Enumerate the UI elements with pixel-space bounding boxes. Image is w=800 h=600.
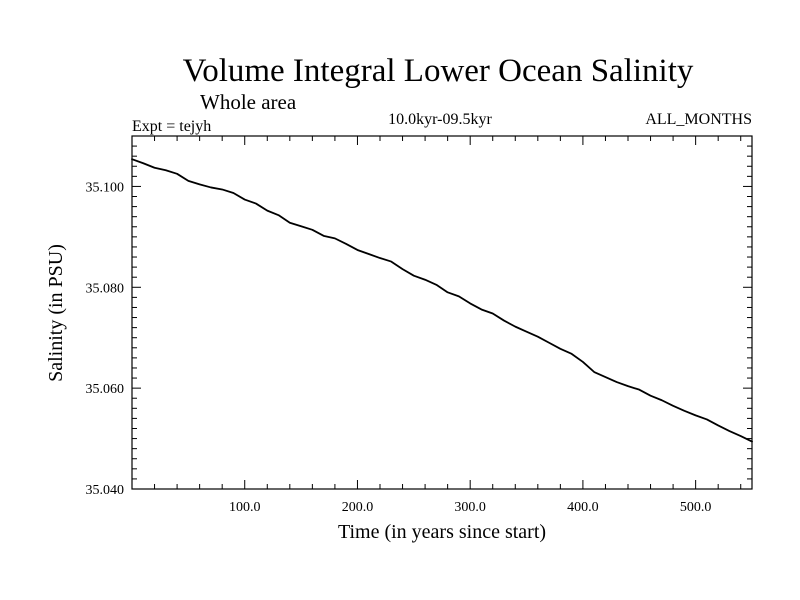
x-tick-label: 100.0 (229, 500, 261, 515)
y-tick-label: 35.080 (86, 281, 125, 296)
y-axis-label: Salinity (in PSU) (45, 244, 67, 382)
x-axis-label: Time (in years since start) (338, 521, 546, 543)
axis-ticks (131, 135, 752, 490)
y-tick-label: 35.040 (86, 483, 125, 498)
chart-title: Volume Integral Lower Ocean Salinity (183, 53, 694, 89)
period-label: 10.0kyr-09.5kyr (388, 111, 492, 128)
y-tick-label: 35.100 (86, 180, 125, 195)
x-tick-label: 500.0 (680, 500, 712, 515)
experiment-label: Expt = tejyh (132, 118, 211, 135)
x-tick-label: 300.0 (454, 500, 486, 515)
months-label: ALL_MONTHS (645, 111, 752, 128)
x-tick-label: 400.0 (567, 500, 599, 515)
plot-frame (131, 135, 753, 490)
chart-subtitle: Whole area (200, 90, 297, 114)
y-tick-label: 35.060 (86, 382, 125, 397)
axis-tick-labels: 100.0 200.0 300.0 400.0 500.0 35.040 35.060 35.… (86, 180, 712, 515)
salinity-series-line (131, 158, 753, 443)
x-tick-label: 200.0 (342, 500, 374, 515)
